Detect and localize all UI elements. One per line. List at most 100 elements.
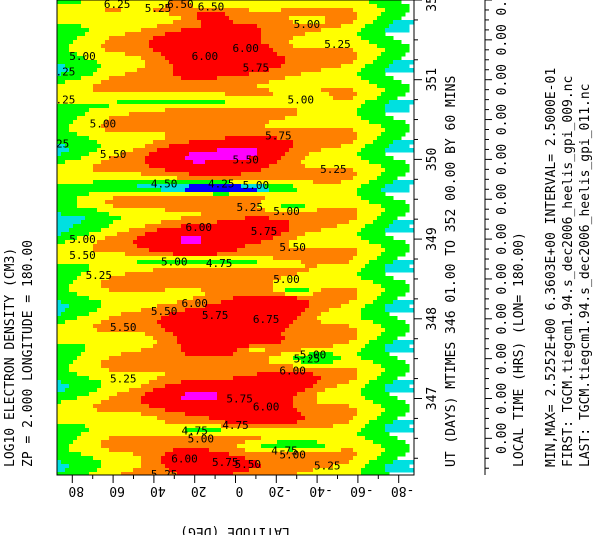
field-cell <box>249 348 266 353</box>
field-cell <box>57 180 94 185</box>
field-cell <box>169 144 294 149</box>
field-cell <box>57 256 274 261</box>
field-cell <box>177 300 222 305</box>
field-cell <box>225 100 366 105</box>
local-time-tick-label: 0.00 <box>495 263 510 294</box>
field-cell <box>101 360 270 365</box>
field-cell <box>373 60 394 65</box>
field-cell <box>369 0 402 5</box>
field-cell <box>165 132 358 137</box>
field-cell <box>257 148 290 153</box>
field-cell <box>109 448 174 453</box>
field-cell <box>69 68 98 73</box>
field-cell <box>293 396 318 401</box>
field-cell <box>377 44 410 49</box>
contour-label: 5.00 <box>243 179 270 192</box>
field-cell <box>377 416 398 421</box>
field-cell <box>257 84 378 89</box>
field-cell <box>65 468 98 473</box>
field-cell <box>57 176 178 181</box>
field-cell <box>69 368 110 373</box>
field-cell <box>349 460 370 465</box>
field-cell <box>57 260 138 265</box>
field-cell <box>249 468 314 473</box>
field-cell <box>89 428 186 433</box>
field-cell <box>297 108 358 113</box>
field-cell <box>273 236 298 241</box>
field-cell <box>93 244 138 249</box>
field-cell <box>57 140 98 145</box>
field-cell <box>217 392 298 397</box>
field-cell <box>349 340 370 345</box>
field-cell <box>357 328 386 333</box>
field-cell <box>133 148 158 153</box>
field-cell <box>77 436 110 441</box>
field-cell <box>137 68 174 73</box>
field-cell <box>357 432 390 437</box>
contour-label: 5.50 <box>232 153 259 166</box>
contour-label: 5.25 <box>151 468 178 481</box>
field-cell <box>181 396 218 401</box>
contour-label: 5.50 <box>100 148 127 161</box>
field-cell <box>57 276 78 281</box>
field-cell <box>57 400 62 405</box>
field-cell <box>269 188 298 193</box>
field-cell <box>301 312 322 317</box>
field-cell <box>257 204 282 209</box>
field-cell <box>245 440 278 445</box>
field-cell <box>101 64 146 69</box>
field-cell <box>129 388 154 393</box>
field-cell <box>57 440 74 445</box>
field-cell <box>357 188 382 193</box>
contour-label: 5.25 <box>110 373 137 386</box>
field-cell <box>57 8 106 13</box>
field-cell <box>381 212 406 217</box>
field-cell <box>381 92 406 97</box>
field-cell <box>57 36 78 41</box>
field-cell <box>57 420 166 425</box>
field-cell <box>333 352 358 357</box>
latitude-tick-label: -60 <box>350 483 373 498</box>
field-cell <box>361 148 386 153</box>
field-cell <box>101 400 142 405</box>
latitude-tick-label: 0 <box>236 483 244 498</box>
field-cell <box>57 164 94 169</box>
field-cell <box>57 80 66 85</box>
field-cell <box>341 356 362 361</box>
latitude-tick-label: 60 <box>109 483 125 498</box>
field-cell <box>57 40 74 45</box>
field-cell <box>289 148 322 153</box>
field-cell <box>201 212 358 217</box>
local-time-tick-label: 0.00 <box>495 144 510 175</box>
field-cell <box>297 472 362 475</box>
field-cell <box>269 356 294 361</box>
field-cell <box>69 464 102 469</box>
field-cell <box>181 16 198 21</box>
field-cell <box>121 312 170 317</box>
field-cell <box>321 28 362 33</box>
contour-label: 5.00 <box>273 273 300 286</box>
field-cell <box>69 48 106 53</box>
field-cell <box>81 156 110 161</box>
field-cell <box>57 152 62 157</box>
field-cell <box>97 408 166 413</box>
field-cell <box>173 252 218 257</box>
field-cell <box>181 240 202 245</box>
field-cell <box>117 100 226 105</box>
field-cell <box>69 448 110 453</box>
field-cell <box>329 308 362 313</box>
field-cell <box>385 28 410 33</box>
contour-label: 5.75 <box>265 129 292 142</box>
field-cell <box>365 436 398 441</box>
field-cell <box>385 424 410 429</box>
field-cell <box>241 172 358 177</box>
field-cell <box>381 12 406 17</box>
field-cell <box>317 380 350 385</box>
field-cell <box>57 4 166 9</box>
field-cell <box>309 268 362 273</box>
contour-label: 4.50 <box>151 177 178 190</box>
field-cell <box>169 312 302 317</box>
field-cell <box>69 384 102 389</box>
contour-label: 6.50 <box>167 0 194 11</box>
field-cell <box>385 388 414 393</box>
